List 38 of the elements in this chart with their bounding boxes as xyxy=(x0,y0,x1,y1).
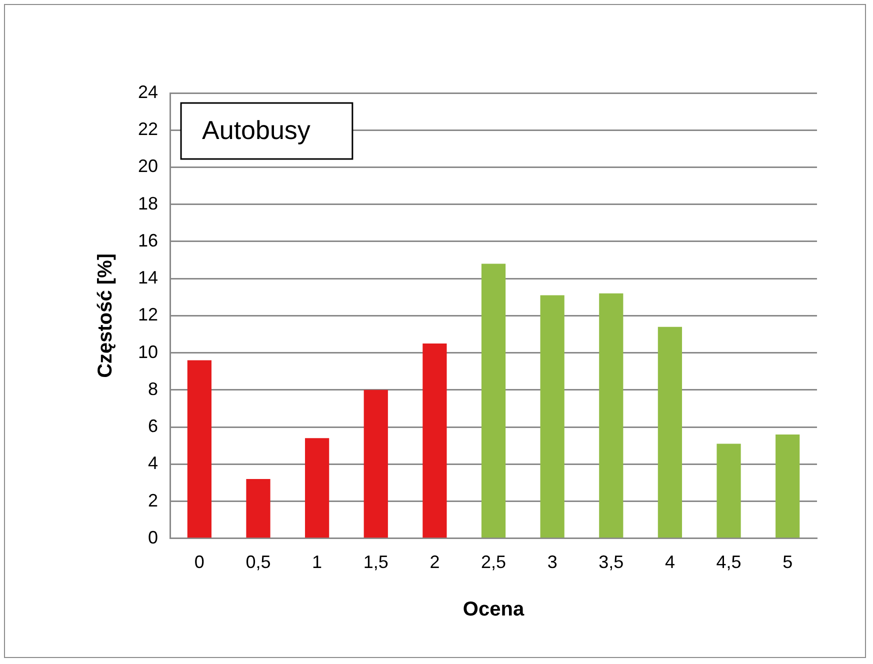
x-tick-label: 0 xyxy=(194,552,204,572)
x-tick-label: 3,5 xyxy=(598,552,624,572)
x-tick-label: 4 xyxy=(664,552,675,572)
bar xyxy=(716,444,741,538)
y-tick-label: 2 xyxy=(148,490,158,510)
bar xyxy=(481,264,506,538)
x-axis-title: Ocena xyxy=(462,598,525,621)
y-axis-title: Częstość [%] xyxy=(94,253,117,378)
bar xyxy=(305,438,330,538)
x-tick-label: 3 xyxy=(547,552,558,572)
y-tick-label: 0 xyxy=(148,527,158,548)
x-tick-label: 5 xyxy=(782,552,793,572)
bar xyxy=(187,360,212,538)
y-tick-label: 10 xyxy=(138,342,158,362)
y-tick-label: 8 xyxy=(148,378,158,399)
y-tick-label: 22 xyxy=(138,119,158,140)
text: Autobusy xyxy=(202,115,310,146)
bar xyxy=(658,326,682,538)
y-tick-label: 12 xyxy=(138,304,158,325)
x-tick-label: 1,5 xyxy=(363,552,388,572)
y-tick-label: 24 xyxy=(138,82,158,102)
y-tick-label: 6 xyxy=(148,416,158,436)
x-tick-label: 4,5 xyxy=(716,552,742,572)
y-tick-label: 18 xyxy=(138,193,158,214)
y-tick-label: 4 xyxy=(148,453,158,474)
x-tick-label: 2,5 xyxy=(480,552,506,572)
bar xyxy=(364,390,388,538)
bar xyxy=(246,479,270,538)
bar xyxy=(422,344,447,538)
x-tick-label: 0,5 xyxy=(246,552,271,572)
y-tick-label: 16 xyxy=(138,230,158,250)
y-tick-label: 14 xyxy=(138,268,158,288)
x-tick-label: 1 xyxy=(312,552,322,572)
bar xyxy=(540,295,564,538)
x-tick-label: 2 xyxy=(430,552,440,572)
bar xyxy=(776,434,800,538)
bar xyxy=(599,293,624,538)
y-tick-label: 20 xyxy=(138,156,158,176)
